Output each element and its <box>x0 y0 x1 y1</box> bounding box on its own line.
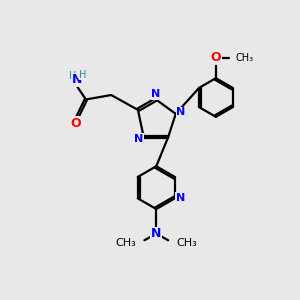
Text: N: N <box>176 193 185 203</box>
Text: H: H <box>69 71 76 81</box>
Text: CH₃: CH₃ <box>116 238 136 248</box>
Text: N: N <box>134 134 143 144</box>
Text: N: N <box>72 74 83 86</box>
Text: N: N <box>176 107 186 117</box>
Text: CH₃: CH₃ <box>236 53 254 63</box>
Text: O: O <box>70 117 81 130</box>
Text: O: O <box>211 52 221 64</box>
Text: H: H <box>79 70 87 80</box>
Text: N: N <box>151 89 160 99</box>
Text: CH₃: CH₃ <box>176 238 197 248</box>
Text: N: N <box>151 227 161 240</box>
